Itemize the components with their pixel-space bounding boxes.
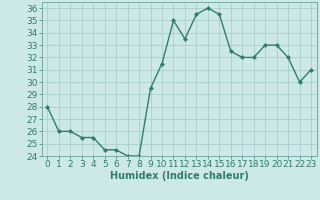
X-axis label: Humidex (Indice chaleur): Humidex (Indice chaleur) — [110, 171, 249, 181]
